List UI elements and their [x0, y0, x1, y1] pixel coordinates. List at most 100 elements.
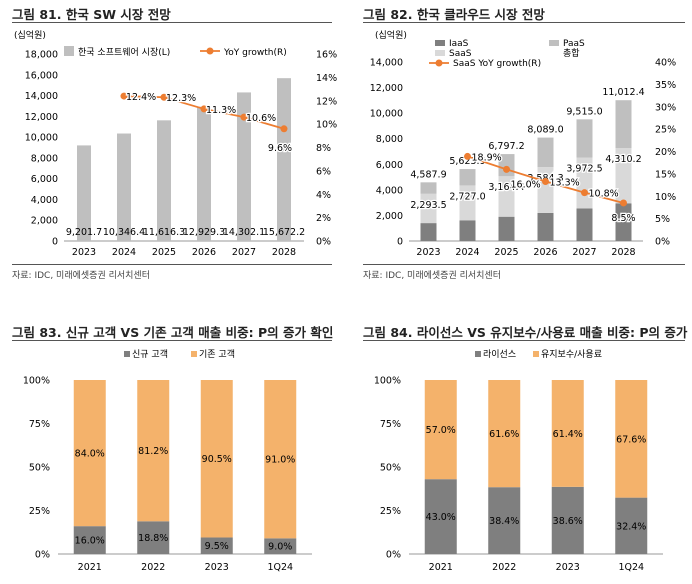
saas-value-label: 2,727.0: [449, 191, 485, 202]
legend-label: 총합: [563, 48, 580, 59]
bar: [117, 133, 131, 241]
y-right-tick-label: 0%: [655, 237, 670, 248]
segment-value-label: 61.4%: [553, 429, 583, 440]
chart-title: 그림 81. 한국 SW 시장 전망: [12, 7, 171, 22]
segment-value-label: 38.6%: [553, 516, 583, 527]
line-point: [542, 177, 549, 185]
y-right-tick-label: 16%: [316, 50, 337, 61]
x-tick-label: 2023: [72, 247, 96, 258]
saas-value-label: 2,293.5: [410, 200, 446, 211]
stacked-bar-segment: [459, 169, 476, 186]
legend-swatch: [533, 351, 539, 357]
x-tick-label: 2026: [192, 247, 216, 258]
y-right-tick-label: 5%: [655, 214, 670, 225]
line-value-label: 18.9%: [472, 152, 502, 163]
bar: [197, 106, 211, 241]
stacked-bar-segment: [420, 193, 437, 224]
legend-swatch: [191, 351, 197, 357]
stacked-bar-segment: [137, 380, 170, 522]
x-tick-label: 2023: [416, 247, 440, 258]
bar-total-label: 6,797.2: [488, 141, 524, 152]
stacked-bar-segment: [576, 157, 593, 209]
legend-marker: [435, 59, 443, 67]
x-tick-label: 2024: [455, 247, 479, 258]
segment-value-label: 43.0%: [426, 512, 456, 523]
legend-swatch: [64, 46, 74, 56]
bar-value-label: 9,201.7: [66, 227, 102, 238]
line-point: [200, 105, 208, 113]
chart-panel-license-mix: 그림 84. 라이선스 VS 유지보수/사용료 매출 비중: P의 증가 확인 …: [363, 318, 692, 584]
stacked-bar-segment: [615, 380, 648, 498]
chart-cloud-market: (십억원) 0 2,000 4,000 6,000 8,000 10,000 12,000 14…: [370, 29, 676, 258]
legend-label: SaaS YoY growth(R): [453, 59, 541, 69]
bar-value-label: 11,616.3: [143, 227, 185, 238]
x-tick-label: 2025: [494, 247, 518, 258]
y-left-tick-label: 12,000: [370, 83, 403, 94]
legend-marker: [206, 47, 214, 55]
line-value-label: 10.8%: [589, 189, 619, 200]
bottom-rule: [12, 264, 332, 265]
y-left-tick-label: 14,000: [25, 91, 58, 102]
segment-value-label: 91.0%: [265, 455, 295, 466]
y-right-tick-label: 4%: [316, 190, 331, 201]
x-tick-label: 2023: [205, 562, 229, 573]
x-tick-label: 2021: [429, 562, 453, 573]
line-value-label: 12.4%: [126, 92, 156, 103]
stacked-bar-segment: [264, 380, 297, 539]
legend-label: 라이선스: [483, 349, 516, 360]
legend-swatch: [435, 50, 445, 56]
stacked-bar-segment: [420, 182, 437, 194]
y-right-tick-label: 8%: [316, 143, 331, 154]
line-point: [581, 189, 588, 197]
y-right-tick-label: 35%: [655, 80, 676, 91]
stacked-bar-segment: [576, 208, 593, 241]
legend-label: 한국 소프트웨어 시장(L): [78, 46, 170, 58]
line-value-label: 9.6%: [268, 143, 292, 154]
y-left-tick-label: 0: [52, 237, 58, 248]
bar-total-label: 5,625.9: [449, 156, 485, 167]
bar-total-label: 8,089.0: [527, 125, 563, 136]
y-tick-label: 50%: [380, 463, 401, 474]
chart-panel-cloud-market: 그림 82. 한국 클라우드 시장 전망 (십억원) 0 2,000 4,000 6,0…: [363, 0, 685, 285]
segment-value-label: 32.4%: [616, 521, 646, 532]
segment-value-label: 57.0%: [426, 425, 456, 436]
y-right-tick-label: 12%: [316, 96, 337, 107]
bottom-rule: [363, 264, 685, 265]
stacked-bar-segment: [615, 100, 632, 149]
y-tick-label: 25%: [29, 506, 50, 517]
stacked-bar-segment: [424, 380, 457, 480]
y-left-tick-label: 2,000: [31, 216, 58, 227]
line-value-label: 11.3%: [206, 105, 236, 116]
segment-value-label: 84.0%: [75, 449, 105, 460]
y-left-tick-label: 14,000: [370, 58, 403, 69]
y-right-tick-label: 15%: [655, 169, 676, 180]
y-right-tick-label: 10%: [655, 192, 676, 203]
stacked-bar-segment: [498, 216, 515, 241]
line-value-label: 13.3%: [550, 177, 580, 188]
stacked-bar-segment: [537, 212, 554, 241]
y-left-tick-label: 0: [397, 237, 403, 248]
line-value-label: 12.3%: [166, 93, 196, 104]
stacked-bar-segment: [551, 486, 584, 554]
stacked-bar-segment: [459, 220, 476, 241]
stacked-bar-segment: [264, 538, 297, 554]
y-axis-unit: (십억원): [375, 29, 407, 41]
legend-label: SaaS: [449, 49, 472, 59]
y-left-tick-label: 8,000: [31, 153, 58, 164]
stacked-bar-segment: [537, 167, 554, 213]
chart-title: 그림 83. 신규 고객 VS 기존 고객 매출 비중: P의 증가 확인: [12, 325, 334, 340]
chart-title: 그림 82. 한국 클라우드 시장 전망: [363, 7, 545, 22]
y-right-tick-label: 14%: [316, 73, 337, 84]
segment-value-label: 67.6%: [616, 434, 646, 445]
segment-value-label: 9.0%: [268, 542, 292, 553]
chart-sw-market: (십억원) 0 2,000 4,000 6,000 8,000 10,000 12,000 14…: [14, 29, 337, 258]
saas-value-label: 3,164.4: [488, 182, 524, 193]
stacked-bar-segment: [459, 185, 476, 221]
segment-value-label: 18.8%: [138, 533, 168, 544]
y-right-tick-label: 10%: [316, 120, 337, 131]
y-tick-label: 50%: [29, 463, 50, 474]
y-right-tick-label: 40%: [655, 58, 676, 69]
y-right-tick-label: 25%: [655, 125, 676, 136]
x-tick-label: 1Q24: [618, 562, 644, 573]
stacked-bar-segment: [498, 176, 515, 217]
